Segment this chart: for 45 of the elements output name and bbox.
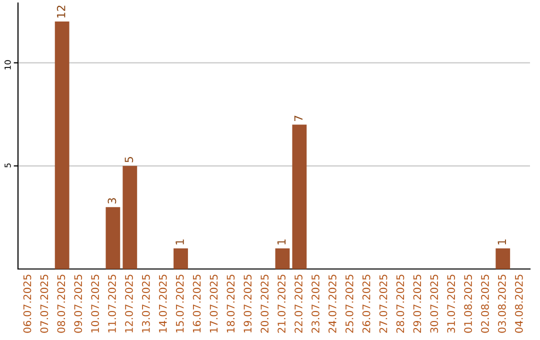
x-tick-label: 02.08.2025 — [481, 274, 489, 333]
x-tick-label: 18.07.2025 — [226, 274, 235, 332]
data-label: 3 — [108, 198, 116, 204]
bar — [122, 166, 138, 269]
x-tick-label: 17.07.2025 — [210, 274, 218, 332]
x-tick-label: 04.08.2025 — [514, 274, 523, 333]
data-label: 7 — [294, 116, 302, 121]
x-tick-label: 28.07.2025 — [396, 274, 404, 333]
x-tick-label: 22.07.2025 — [294, 274, 302, 333]
data-label: 12 — [56, 6, 66, 18]
x-tick-label: 07.07.2025 — [40, 274, 48, 333]
x-tick-label: 31.07.2025 — [447, 274, 456, 333]
x-tick-label: 21.07.2025 — [278, 274, 286, 333]
y-tick-label: 10 — [4, 60, 11, 70]
x-tick-label: 12.07.2025 — [125, 274, 133, 332]
bar — [106, 207, 120, 269]
x-tick-label: 27.07.2025 — [379, 274, 388, 333]
bar — [174, 248, 188, 269]
bar — [275, 248, 290, 269]
x-tick-label: 16.07.2025 — [192, 274, 201, 332]
x-tick-label: 25.07.2025 — [345, 274, 354, 333]
x-tick-label: 08.07.2025 — [57, 274, 66, 333]
data-label: 5 — [124, 157, 134, 162]
x-tick-label: 11.07.2025 — [108, 274, 116, 332]
x-tick-label: 20.07.2025 — [260, 274, 269, 333]
x-tick-label: 01.08.2025 — [464, 274, 472, 333]
x-tick-label: 06.07.2025 — [23, 274, 32, 333]
x-tick-label: 23.07.2025 — [312, 274, 320, 333]
x-tick-label: 15.07.2025 — [176, 274, 184, 332]
x-tick-label: 03.08.2025 — [498, 274, 506, 333]
x-tick-label: 10.07.2025 — [91, 274, 100, 332]
x-tick-label: 13.07.2025 — [142, 274, 150, 332]
x-tick-label: 24.07.2025 — [328, 274, 336, 333]
x-tick-label: 26.07.2025 — [362, 274, 370, 333]
x-tick-label: 30.07.2025 — [430, 274, 438, 333]
data-label: 1 — [277, 240, 286, 244]
x-tick-label: 09.07.2025 — [74, 274, 82, 333]
data-label: 1 — [176, 240, 184, 244]
bar — [496, 248, 510, 269]
x-tick-label: 14.07.2025 — [158, 274, 167, 332]
data-label: 1 — [498, 240, 506, 244]
x-tick-label: 19.07.2025 — [244, 274, 252, 332]
bar — [54, 22, 70, 269]
bar — [292, 124, 307, 269]
x-tick-label: 29.07.2025 — [413, 274, 422, 333]
